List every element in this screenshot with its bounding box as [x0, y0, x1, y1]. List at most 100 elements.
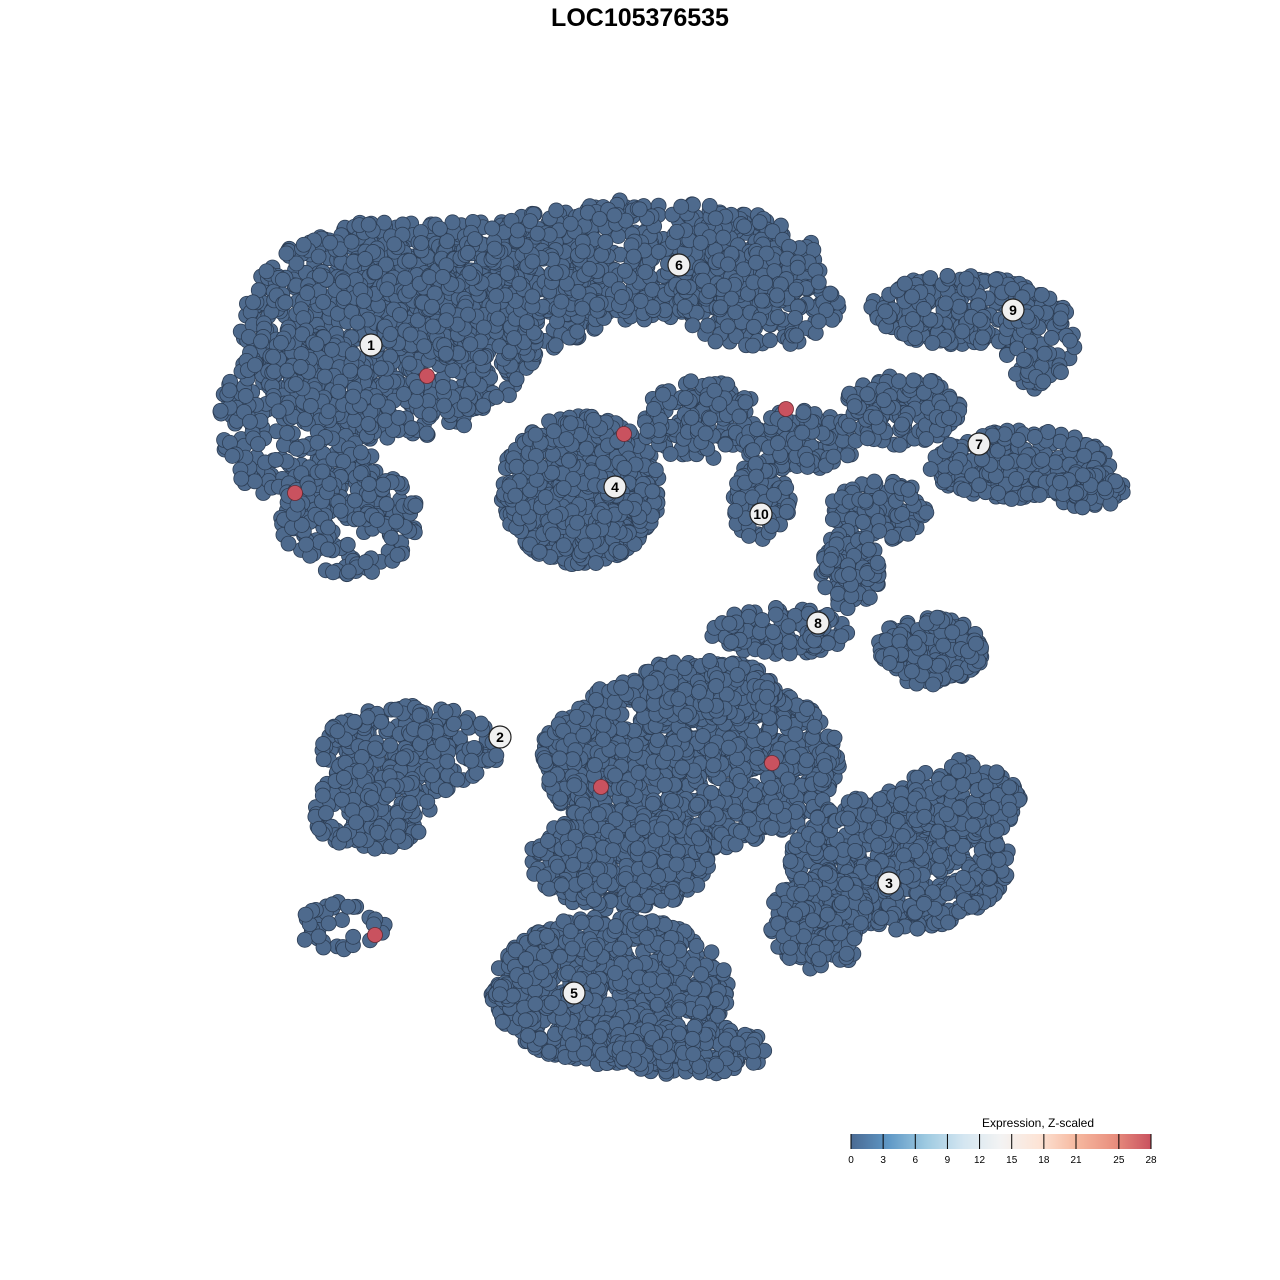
cell-point [537, 489, 554, 506]
cell-point [488, 288, 505, 304]
cell-point [859, 386, 876, 403]
cell-point [558, 431, 575, 447]
cell-point [904, 288, 920, 305]
cell-point [246, 473, 263, 490]
cell-point [377, 412, 394, 429]
cell-point [553, 293, 570, 310]
cell-point [413, 235, 430, 251]
cell-point [416, 338, 433, 355]
cell-point [925, 676, 941, 693]
cell-point [1010, 431, 1026, 448]
cell-point [357, 251, 374, 267]
cell-point [369, 393, 386, 410]
cell-point [866, 473, 883, 490]
cell-point [506, 330, 522, 347]
cell-point [355, 293, 372, 309]
cell-point [867, 409, 884, 426]
cell-point [777, 416, 793, 432]
cell-point [360, 216, 377, 233]
cell-point [875, 392, 892, 409]
cell-point [323, 341, 340, 358]
cell-point [561, 452, 577, 469]
cell-point [378, 374, 395, 390]
cell-point [435, 379, 451, 395]
cell-point [212, 402, 229, 419]
cell-point [224, 448, 241, 464]
cell-point [278, 245, 295, 262]
cell-point [1062, 332, 1078, 349]
cell-point [287, 376, 304, 393]
cell-point [891, 633, 908, 650]
cell-point [456, 417, 472, 434]
cell-point [274, 271, 291, 288]
cell-point [511, 275, 528, 292]
cell-point [522, 459, 539, 476]
cell-point [310, 248, 327, 265]
cell-point [258, 263, 275, 280]
cell-point [939, 267, 956, 284]
cell-point [345, 388, 361, 405]
cell-point [951, 298, 968, 315]
cell-point [456, 397, 473, 414]
cell-point [279, 362, 296, 379]
cell-point [273, 334, 289, 351]
cell-point [683, 409, 700, 426]
cell-point [1052, 310, 1069, 327]
cell-point [325, 564, 341, 581]
cell-point [397, 270, 413, 286]
cell-point [265, 348, 281, 365]
cell-point [891, 436, 908, 453]
cell-point [434, 269, 451, 285]
cell-point [1052, 474, 1068, 491]
cell-point [824, 511, 841, 528]
cell-point [335, 453, 352, 470]
cell-point [930, 657, 947, 674]
cell-point [1027, 429, 1043, 445]
cell-point [253, 333, 269, 350]
cell-point [545, 526, 561, 543]
cell-point [390, 409, 407, 426]
cell-point [869, 554, 886, 571]
cell-point [650, 244, 667, 260]
cell-point [841, 566, 857, 583]
cell-point [421, 269, 438, 285]
cell-point [948, 665, 965, 681]
cell-point [311, 267, 328, 284]
cell-point [974, 329, 991, 346]
cell-point [490, 310, 506, 327]
cell-point [990, 485, 1006, 501]
cell-point [1068, 485, 1085, 502]
cell-point [277, 294, 294, 311]
cell-point [998, 454, 1015, 471]
cell-point [302, 398, 319, 414]
cell-point [860, 541, 877, 558]
cell-point [250, 436, 266, 453]
cell-point [789, 259, 806, 276]
cell-point [947, 459, 964, 476]
cell-point [701, 283, 718, 299]
cell-point [1016, 453, 1033, 470]
cell-point [588, 555, 604, 571]
cell-point [612, 544, 629, 560]
cell-point [596, 508, 613, 525]
cell-point [589, 296, 606, 313]
cell-point [770, 435, 786, 451]
cell-point [822, 285, 839, 302]
cell-point [944, 624, 961, 641]
cell-point [900, 481, 917, 498]
cell-point [692, 234, 709, 251]
cell-point [924, 335, 941, 351]
cell-point [707, 210, 724, 227]
cell-point [437, 345, 454, 362]
cell-point [617, 499, 634, 516]
cell-point [905, 372, 922, 389]
cell-point [644, 483, 661, 500]
cell-point [421, 406, 438, 423]
cell-point [833, 628, 850, 645]
cell-point [524, 253, 541, 270]
cell-point [736, 218, 752, 235]
cell-point [369, 512, 385, 528]
cell-point [436, 397, 453, 414]
cell-point [1043, 330, 1060, 346]
